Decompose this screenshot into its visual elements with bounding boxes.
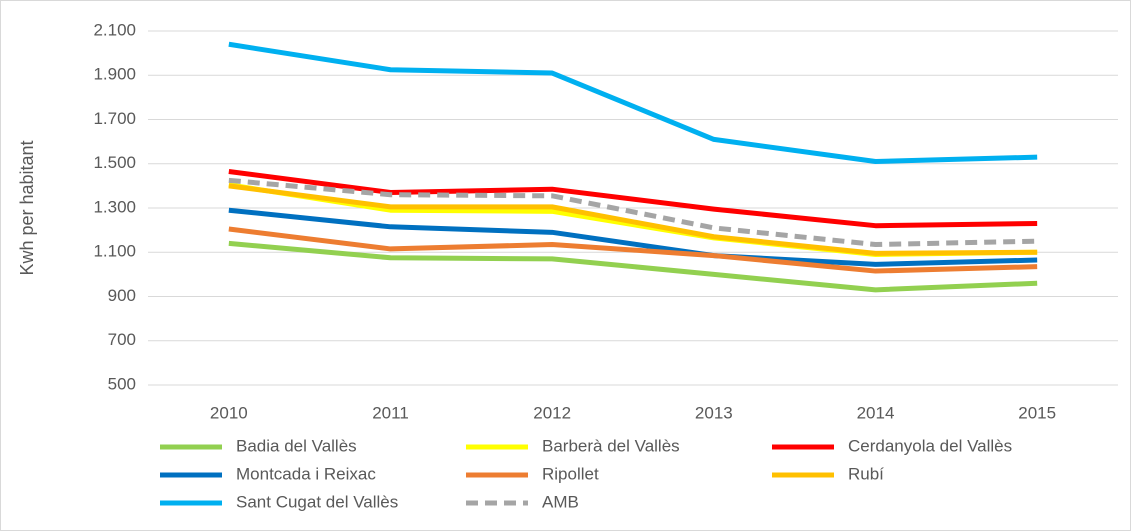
y-tick-label: 1.700 (93, 109, 136, 128)
series-line (228, 177, 1038, 248)
series-line (228, 41, 1038, 165)
series-line (228, 226, 1038, 274)
legend-label: Ripollet (542, 464, 599, 483)
y-tick-label: 500 (108, 374, 136, 393)
y-tick-label: 1.500 (93, 153, 136, 172)
legend-label: Sant Cugat del Vallès (236, 492, 398, 511)
legend-label: Montcada i Reixac (236, 464, 376, 483)
legend-label: Cerdanyola del Vallès (848, 436, 1012, 455)
legend-label: Rubí (848, 464, 884, 483)
x-tick-label: 2010 (210, 403, 248, 422)
y-tick-label: 700 (108, 330, 136, 349)
y-tick-label: 1.300 (93, 197, 136, 216)
series-line (228, 169, 1038, 229)
x-tick-label: 2011 (372, 403, 409, 422)
y-axis-label: Kwh per habitant (17, 140, 37, 275)
x-tick-label: 2013 (695, 403, 733, 422)
x-tick-label: 2012 (533, 403, 571, 422)
series-line (228, 207, 1038, 267)
series-line (228, 183, 1038, 256)
legend-label: Badia del Vallès (236, 436, 357, 455)
legend-label: AMB (542, 492, 579, 511)
series-line (228, 240, 1038, 293)
y-tick-label: 1.100 (93, 242, 136, 261)
x-tick-label: 2014 (857, 403, 895, 422)
y-tick-label: 1.900 (93, 65, 136, 84)
legend-label: Barberà del Vallès (542, 436, 680, 455)
x-tick-label: 2015 (1018, 403, 1056, 422)
y-tick-label: 900 (108, 286, 136, 305)
y-tick-label: 2.100 (93, 20, 136, 39)
